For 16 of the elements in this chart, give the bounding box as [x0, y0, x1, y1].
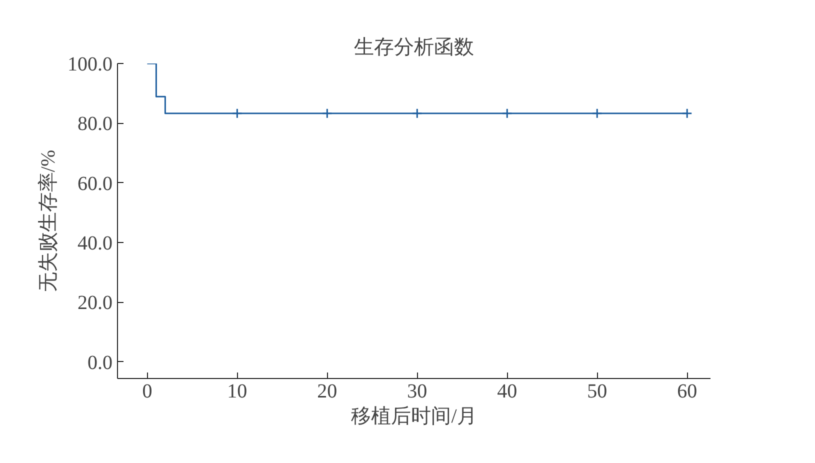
x-tick-label: 20: [317, 380, 338, 402]
x-tick-label: 0: [142, 380, 152, 402]
y-tick-label: 60.0: [78, 172, 112, 195]
y-tick-label: 80.0: [78, 113, 112, 136]
x-tick-label: 40: [497, 380, 518, 402]
y-axis-title: 无失败生存率/%: [38, 150, 60, 292]
y-tick-label: 20.0: [78, 292, 112, 314]
y-tick-label: 40.0: [78, 232, 112, 254]
y-tick-label: 0.0: [88, 352, 112, 374]
x-tick-label: 60: [677, 380, 698, 402]
x-tick-label: 30: [407, 380, 428, 402]
y-tick-label: 100.0: [68, 54, 112, 76]
x-axis-title: 移植后时间/月: [351, 406, 477, 428]
chart-title: 生存分析函数: [354, 36, 474, 58]
x-tick-label: 50: [587, 380, 608, 402]
x-tick-label: 10: [227, 380, 248, 402]
